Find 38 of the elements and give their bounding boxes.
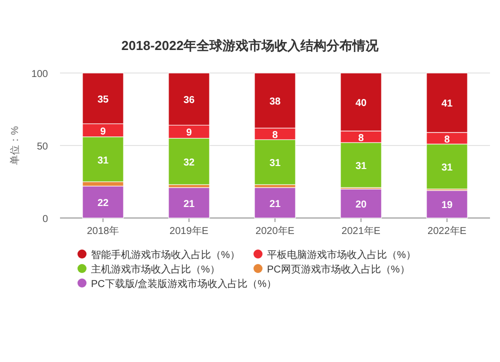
data-label: 20 xyxy=(355,200,367,210)
legend-label: 平板电脑游戏市场收入占比（%） xyxy=(267,249,416,261)
x-tick-label: 2019年E xyxy=(170,225,209,237)
y-tick-label: 0 xyxy=(42,214,48,225)
data-label: 36 xyxy=(183,95,195,106)
data-label: 41 xyxy=(441,98,453,110)
data-label: 31 xyxy=(269,158,281,170)
data-label: 8 xyxy=(272,130,278,141)
data-label: 32 xyxy=(183,157,195,168)
data-label: 31 xyxy=(355,161,367,172)
data-label: 31 xyxy=(97,155,109,166)
legend-label: 智能手机游戏市场收入占比（%） xyxy=(91,249,240,261)
data-label: 8 xyxy=(444,134,450,146)
data-label: 22 xyxy=(97,198,109,210)
data-label: 9 xyxy=(186,128,192,139)
legend-label: PC网页游戏市场收入占比（%） xyxy=(267,264,410,276)
data-label: 21 xyxy=(269,198,281,210)
legend-label: 主机游戏市场收入占比（%） xyxy=(91,264,220,276)
bar xyxy=(168,187,210,218)
data-label: 19 xyxy=(441,200,453,212)
legend-label: PC下载版/盒装版游戏市场收入占比（%） xyxy=(91,278,277,290)
x-tick-label: 2020年E xyxy=(256,225,295,237)
y-tick-label: 100 xyxy=(31,69,48,80)
x-tick-label: 2018年 xyxy=(86,225,120,237)
x-tick-label: 2022年E xyxy=(428,225,467,237)
data-label: 38 xyxy=(269,96,281,108)
y-tick-label: 50 xyxy=(36,142,48,152)
chart-title: 2018-2022年全球游戏市场收入结构分布情况 xyxy=(121,38,380,53)
bar xyxy=(254,187,296,218)
data-label: 31 xyxy=(441,162,453,174)
data-label: 40 xyxy=(355,98,367,109)
data-label: 8 xyxy=(358,132,364,144)
bar xyxy=(82,186,124,218)
x-tick-label: 2021年E xyxy=(342,225,381,237)
y-axis-title: 单位：% xyxy=(9,126,21,165)
data-label: 21 xyxy=(183,198,195,210)
data-label: 35 xyxy=(97,94,109,106)
data-label: 9 xyxy=(100,126,106,138)
